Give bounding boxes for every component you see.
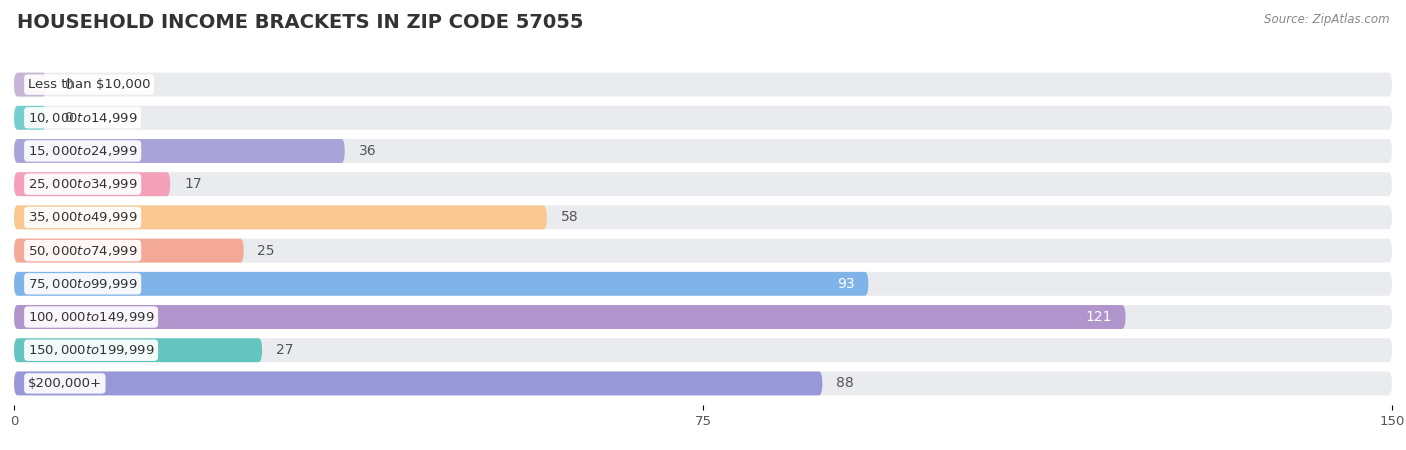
Text: $15,000 to $24,999: $15,000 to $24,999 bbox=[28, 144, 138, 158]
Text: HOUSEHOLD INCOME BRACKETS IN ZIP CODE 57055: HOUSEHOLD INCOME BRACKETS IN ZIP CODE 57… bbox=[17, 14, 583, 32]
FancyBboxPatch shape bbox=[14, 206, 1392, 230]
FancyBboxPatch shape bbox=[14, 72, 46, 97]
FancyBboxPatch shape bbox=[14, 139, 1392, 163]
Text: $75,000 to $99,999: $75,000 to $99,999 bbox=[28, 277, 138, 291]
FancyBboxPatch shape bbox=[14, 206, 547, 230]
Text: 0: 0 bbox=[65, 111, 73, 125]
Text: 58: 58 bbox=[561, 211, 578, 225]
Text: 25: 25 bbox=[257, 243, 276, 257]
FancyBboxPatch shape bbox=[14, 371, 1392, 396]
Text: 17: 17 bbox=[184, 177, 201, 191]
Text: Source: ZipAtlas.com: Source: ZipAtlas.com bbox=[1264, 14, 1389, 27]
Text: 88: 88 bbox=[837, 376, 853, 391]
FancyBboxPatch shape bbox=[14, 106, 1392, 130]
FancyBboxPatch shape bbox=[14, 238, 243, 262]
Text: 121: 121 bbox=[1085, 310, 1112, 324]
FancyBboxPatch shape bbox=[14, 72, 1392, 97]
FancyBboxPatch shape bbox=[14, 272, 1392, 296]
Text: $25,000 to $34,999: $25,000 to $34,999 bbox=[28, 177, 138, 191]
Text: 0: 0 bbox=[65, 77, 73, 92]
FancyBboxPatch shape bbox=[14, 371, 823, 396]
FancyBboxPatch shape bbox=[14, 305, 1392, 329]
FancyBboxPatch shape bbox=[14, 172, 170, 196]
FancyBboxPatch shape bbox=[14, 338, 1392, 362]
Text: Less than $10,000: Less than $10,000 bbox=[28, 78, 150, 91]
FancyBboxPatch shape bbox=[14, 139, 344, 163]
Text: $100,000 to $149,999: $100,000 to $149,999 bbox=[28, 310, 155, 324]
Text: $200,000+: $200,000+ bbox=[28, 377, 101, 390]
FancyBboxPatch shape bbox=[14, 305, 1126, 329]
Text: $10,000 to $14,999: $10,000 to $14,999 bbox=[28, 111, 138, 125]
FancyBboxPatch shape bbox=[14, 238, 1392, 262]
FancyBboxPatch shape bbox=[14, 106, 46, 130]
Text: $150,000 to $199,999: $150,000 to $199,999 bbox=[28, 343, 155, 357]
Text: 27: 27 bbox=[276, 343, 294, 357]
Text: $50,000 to $74,999: $50,000 to $74,999 bbox=[28, 243, 138, 257]
FancyBboxPatch shape bbox=[14, 172, 1392, 196]
Text: 93: 93 bbox=[837, 277, 855, 291]
Text: 36: 36 bbox=[359, 144, 377, 158]
Text: $35,000 to $49,999: $35,000 to $49,999 bbox=[28, 211, 138, 225]
FancyBboxPatch shape bbox=[14, 338, 262, 362]
FancyBboxPatch shape bbox=[14, 272, 869, 296]
